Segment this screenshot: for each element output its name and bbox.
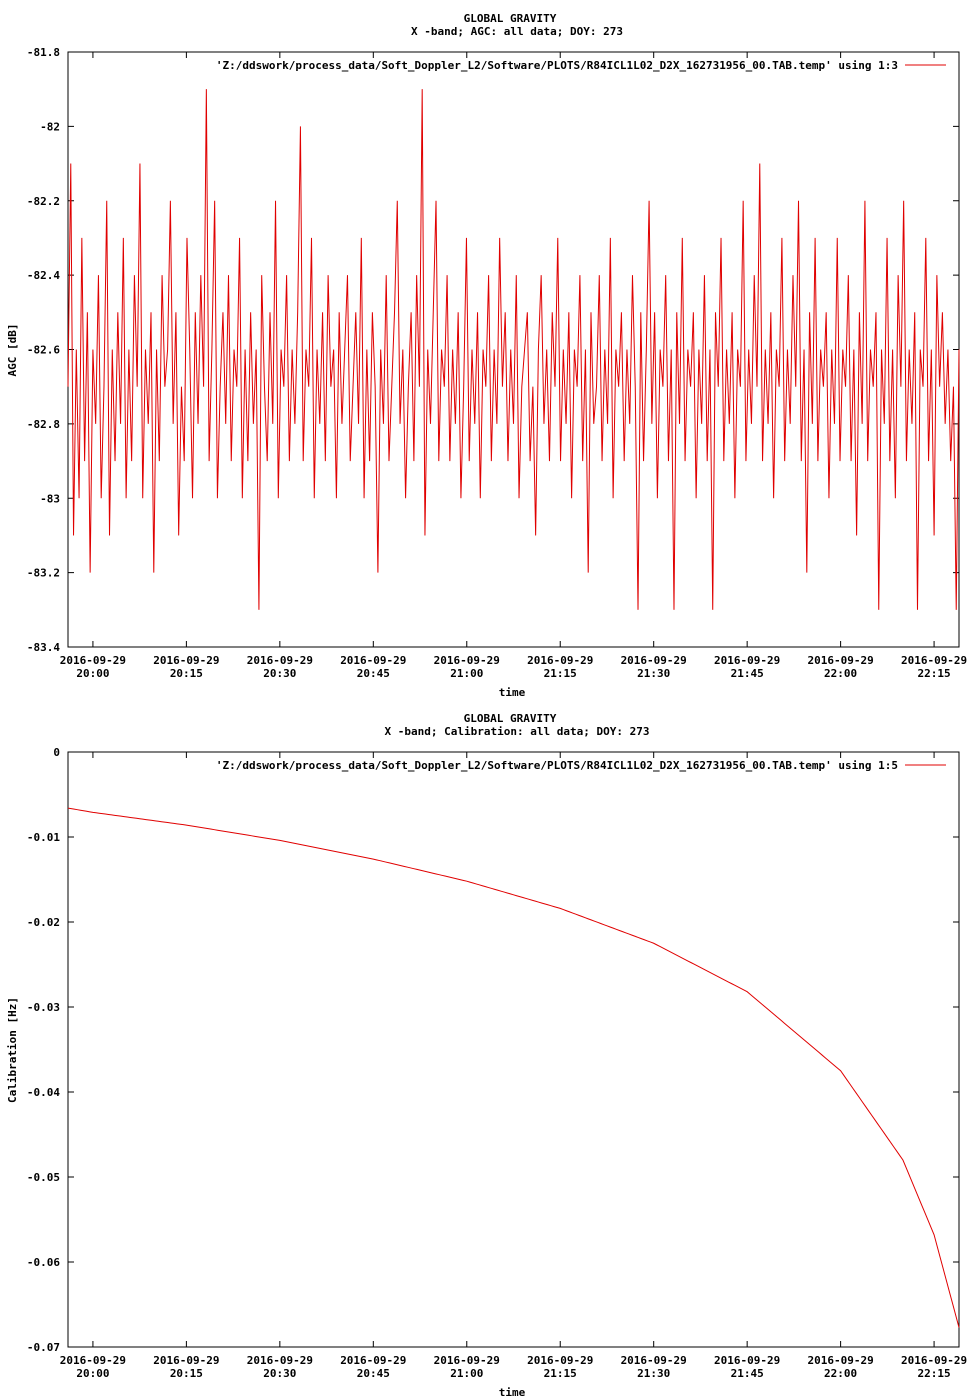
y-ticks: -81.8 -82 -82.2 -82.4 -82.6 -82.8 -83 -83.2 -83.…	[27, 46, 959, 654]
x-axis-label: time	[499, 1386, 526, 1399]
x-tick-time: 21:45	[731, 1367, 764, 1380]
series-line	[67, 89, 960, 610]
y-tick-label: -0.05	[27, 1171, 60, 1184]
x-tick-time: 20:45	[357, 1367, 390, 1380]
x-tick-time: 20:45	[357, 667, 390, 680]
x-tick-time: 21:00	[450, 667, 483, 680]
y-tick-label: -0.03	[27, 1001, 60, 1014]
series-layer	[67, 807, 960, 1328]
legend-label: 'Z:/ddswork/process_data/Soft_Doppler_L2…	[216, 59, 898, 72]
x-tick-date: 2016-09-29	[901, 654, 967, 667]
y-tick-label: -0.02	[27, 916, 60, 929]
x-tick-date: 2016-09-29	[60, 654, 126, 667]
y-tick-label: -83	[40, 492, 60, 505]
x-tick-date: 2016-09-29	[340, 654, 406, 667]
x-tick-time: 20:00	[76, 1367, 109, 1380]
y-tick-label: -0.07	[27, 1341, 60, 1354]
x-axis-label: time	[499, 686, 526, 699]
y-tick-label: -0.04	[27, 1086, 60, 1099]
y-tick-label: -83.4	[27, 641, 60, 654]
x-tick-date: 2016-09-29	[527, 654, 593, 667]
y-tick-label: -0.01	[27, 831, 60, 844]
plot-frame	[67, 51, 960, 648]
x-tick-time: 20:15	[170, 1367, 203, 1380]
y-tick-label: -82.2	[27, 195, 60, 208]
plot-frame	[67, 751, 960, 1348]
x-tick-time: 20:00	[76, 667, 109, 680]
x-tick-date: 2016-09-29	[807, 1354, 873, 1367]
x-tick-time: 20:15	[170, 667, 203, 680]
series-line	[67, 807, 960, 1328]
x-tick-date: 2016-09-29	[247, 654, 313, 667]
agc-chart: GLOBAL GRAVITY X -band; AGC: all data; D…	[6, 12, 967, 699]
x-tick-time: 21:15	[544, 667, 577, 680]
y-tick-label: -83.2	[27, 567, 60, 580]
x-tick-date: 2016-09-29	[807, 654, 873, 667]
x-tick-time: 21:30	[637, 1367, 670, 1380]
x-tick-date: 2016-09-29	[60, 1354, 126, 1367]
x-tick-time: 22:15	[918, 1367, 951, 1380]
x-ticks: 2016-09-2920:002016-09-2920:152016-09-29…	[60, 52, 967, 680]
legend-label: 'Z:/ddswork/process_data/Soft_Doppler_L2…	[216, 759, 898, 772]
x-tick-date: 2016-09-29	[621, 654, 687, 667]
x-tick-time: 21:30	[637, 667, 670, 680]
x-tick-date: 2016-09-29	[714, 1354, 780, 1367]
y-tick-label: -82.6	[27, 344, 60, 357]
x-tick-time: 21:45	[731, 667, 764, 680]
x-tick-time: 20:30	[263, 1367, 296, 1380]
x-tick-time: 22:00	[824, 1367, 857, 1380]
y-tick-label: -82.4	[27, 269, 60, 282]
x-tick-date: 2016-09-29	[153, 654, 219, 667]
series-layer	[67, 89, 960, 610]
y-ticks: 0 -0.01 -0.02 -0.03 -0.04 -0.05 -0.06 -0.07	[27, 746, 959, 1354]
x-tick-date: 2016-09-29	[714, 654, 780, 667]
y-tick-label: -81.8	[27, 46, 60, 59]
y-tick-label: -82	[40, 120, 60, 133]
x-tick-time: 21:15	[544, 1367, 577, 1380]
y-axis-label: Calibration [Hz]	[6, 997, 19, 1103]
x-tick-time: 22:00	[824, 667, 857, 680]
x-tick-date: 2016-09-29	[901, 1354, 967, 1367]
x-tick-time: 21:00	[450, 1367, 483, 1380]
y-tick-label: -0.06	[27, 1256, 60, 1269]
x-ticks: 2016-09-2920:002016-09-2920:152016-09-29…	[60, 752, 967, 1380]
x-tick-date: 2016-09-29	[153, 1354, 219, 1367]
x-tick-date: 2016-09-29	[621, 1354, 687, 1367]
x-tick-date: 2016-09-29	[527, 1354, 593, 1367]
y-tick-label: -82.8	[27, 418, 60, 431]
x-tick-date: 2016-09-29	[434, 1354, 500, 1367]
y-axis-label: AGC [dB]	[6, 324, 19, 377]
chart-title: GLOBAL GRAVITY	[464, 12, 557, 25]
chart-subtitle: X -band; Calibration: all data; DOY: 273	[385, 725, 650, 738]
x-tick-time: 20:30	[263, 667, 296, 680]
calibration-chart: GLOBAL GRAVITY X -band; Calibration: all…	[6, 712, 967, 1399]
chart-subtitle: X -band; AGC: all data; DOY: 273	[411, 25, 623, 38]
y-tick-label: 0	[53, 746, 60, 759]
x-tick-time: 22:15	[918, 667, 951, 680]
x-tick-date: 2016-09-29	[247, 1354, 313, 1367]
x-tick-date: 2016-09-29	[340, 1354, 406, 1367]
chart-title: GLOBAL GRAVITY	[464, 712, 557, 725]
x-tick-date: 2016-09-29	[434, 654, 500, 667]
